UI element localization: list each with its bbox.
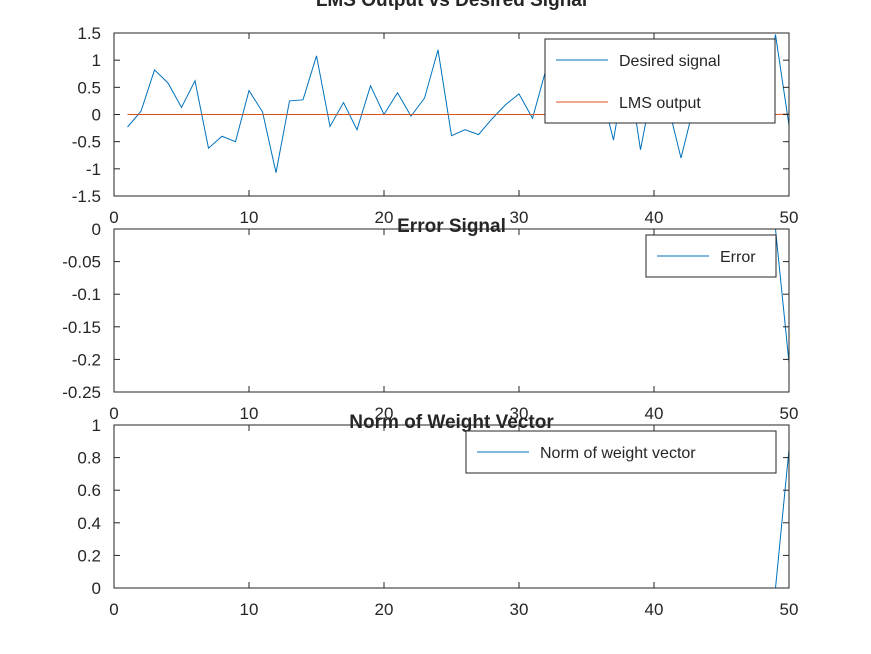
x-tick-label-2-4: 40 bbox=[645, 404, 664, 423]
y-tick-label-1-1: -1 bbox=[86, 160, 101, 179]
x-tick-label-2-3: 30 bbox=[510, 404, 529, 423]
chart-title-2: Error Signal bbox=[397, 216, 506, 237]
legend-box-1 bbox=[544, 38, 776, 124]
y-tick-label-3-2: 0.4 bbox=[77, 514, 101, 533]
y-tick-label-3-0: 0 bbox=[92, 579, 101, 598]
x-tick-label-1-3: 30 bbox=[510, 208, 529, 227]
axes-box-3 bbox=[113, 424, 790, 589]
axes-box-2 bbox=[113, 228, 790, 393]
x-tick-label-1-5: 50 bbox=[780, 208, 799, 227]
legend-label-2-1: Error bbox=[720, 249, 756, 266]
y-tick-label-2-4: -0.05 bbox=[62, 253, 101, 272]
x-tick-label-2-0: 0 bbox=[109, 404, 118, 423]
y-tick-label-2-5: 0 bbox=[92, 220, 101, 239]
legend-label-3-1: Norm of weight vector bbox=[540, 445, 696, 462]
y-tick-label-2-1: -0.2 bbox=[72, 350, 101, 369]
y-tick-label-3-4: 0.8 bbox=[77, 449, 101, 468]
y-tick-label-1-6: 1.5 bbox=[77, 24, 101, 43]
x-tick-label-1-1: 10 bbox=[240, 208, 259, 227]
y-tick-label-1-0: -1.5 bbox=[72, 187, 101, 206]
y-tick-label-1-2: -0.5 bbox=[72, 133, 101, 152]
x-tick-label-3-2: 20 bbox=[375, 600, 394, 619]
y-tick-label-1-5: 1 bbox=[92, 51, 101, 70]
y-tick-label-3-3: 0.6 bbox=[77, 481, 101, 500]
legend-label-1-2: LMS output bbox=[619, 95, 701, 112]
y-tick-label-2-0: -0.25 bbox=[62, 383, 101, 402]
series-line-1-1 bbox=[127, 34, 790, 173]
x-tick-label-1-0: 0 bbox=[109, 208, 118, 227]
subplot-3: 0 10 20 30 40 50 0 0.2 0.4 0.6 0.8 1 Norm of Weight … bbox=[77, 412, 798, 619]
x-tick-label-3-0: 0 bbox=[109, 600, 118, 619]
x-tick-label-2-5: 50 bbox=[780, 404, 799, 423]
y-tick-label-1-4: 0.5 bbox=[77, 78, 101, 97]
x-tick-label-3-5: 50 bbox=[780, 600, 799, 619]
y-tick-label-3-1: 0.2 bbox=[77, 546, 101, 565]
x-tick-label-3-4: 40 bbox=[645, 600, 664, 619]
x-tick-label-1-4: 40 bbox=[645, 208, 664, 227]
y-tick-label-1-3: 0 bbox=[92, 106, 101, 125]
x-tick-label-3-3: 30 bbox=[510, 600, 529, 619]
y-tick-label-2-2: -0.15 bbox=[62, 318, 101, 337]
y-tick-label-2-3: -0.1 bbox=[72, 285, 101, 304]
chart-title-1: LMS Output vs Desired Signal bbox=[316, 0, 587, 11]
x-tick-label-2-1: 10 bbox=[240, 404, 259, 423]
x-tick-label-3-1: 10 bbox=[240, 600, 259, 619]
subplot-2: 0 10 20 30 40 50 -0.25 -0.2 -0.15 -0.1 -0.05 0 Error… bbox=[62, 216, 798, 423]
legend-label-1-1: Desired signal bbox=[619, 53, 720, 70]
chart-title-3: Norm of Weight Vector bbox=[349, 412, 554, 433]
y-tick-label-3-5: 1 bbox=[92, 416, 101, 435]
x-tick-label-2-2: 20 bbox=[375, 404, 394, 423]
x-tick-label-1-2: 20 bbox=[375, 208, 394, 227]
subplot-1: 0 10 20 30 40 50 -1.5 -1 -0.5 0 0.5 1 1.5 LMS Output … bbox=[72, 0, 799, 227]
